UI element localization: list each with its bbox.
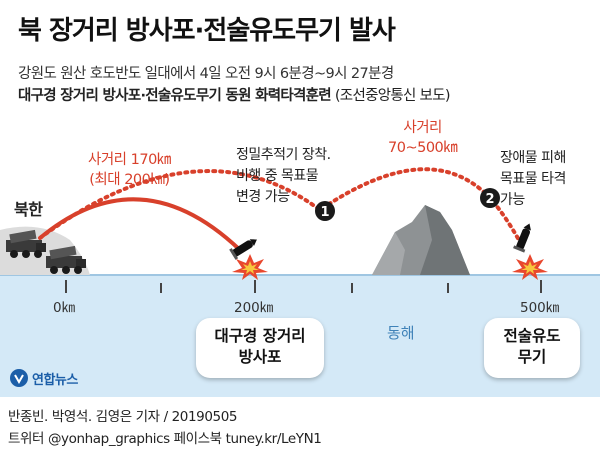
social-credit-line: 트위터 @yonhap_graphics 페이스북 tuney.kr/LeYN1 bbox=[8, 431, 322, 447]
weapon-box-rocket-launcher: 대구경 장거리 방사포 bbox=[196, 318, 324, 378]
marker-2-label: 2 bbox=[485, 192, 494, 207]
page-title: 북 장거리 방사포·전술유도무기 발사 bbox=[18, 16, 396, 46]
weapon-2-line1: 전술유도 bbox=[503, 327, 561, 345]
tick-label-500: 500㎞ bbox=[520, 300, 560, 316]
range-label-1: 사거리 170㎞ (최대 200㎞) bbox=[88, 150, 171, 190]
explosion-icon-1 bbox=[232, 254, 268, 280]
note-2-line1: 장애물 피해 bbox=[500, 150, 566, 166]
weapon-box-tactical-guided: 전술유도 무기 bbox=[484, 318, 580, 378]
note-2-line2: 목표물 타격 bbox=[500, 171, 566, 187]
launcher-truck-icon-2 bbox=[46, 245, 86, 274]
distance-axis bbox=[65, 280, 542, 293]
note-1-line2: 비행 중 목표물 bbox=[236, 168, 319, 184]
explosion-icon-2 bbox=[512, 254, 548, 280]
marker-2: 2 bbox=[480, 188, 500, 208]
weapon-1-line1: 대구경 장거리 bbox=[214, 327, 306, 345]
yonhap-logo-icon bbox=[10, 369, 28, 387]
tick-label-200: 200㎞ bbox=[234, 300, 274, 316]
credit-line: 반종빈. 박영석. 김영은 기자 / 20190505 bbox=[8, 409, 238, 425]
missile-icon-2 bbox=[513, 223, 531, 253]
note-1-line3: 변경 가능 bbox=[236, 189, 290, 205]
subtitle-exercise-main: 대구경 장거리 방사포·전술유도무기 동원 화력타격훈련 bbox=[18, 88, 332, 104]
range-2-line2: 70~500㎞ bbox=[388, 140, 458, 156]
note-1-line1: 정밀추적기 장착. bbox=[236, 147, 331, 163]
range-label-2: 사거리 70~500㎞ bbox=[388, 118, 458, 158]
tick-label-0: 0㎞ bbox=[53, 300, 76, 316]
range-1-line2: (최대 200㎞) bbox=[89, 172, 170, 188]
north-korea-label: 북한 bbox=[14, 200, 43, 219]
note-1: 정밀추적기 장착. 비행 중 목표물 변경 가능 bbox=[236, 145, 331, 208]
note-2: 장애물 피해 목표물 타격 가능 bbox=[500, 148, 566, 211]
subtitle-location-time: 강원도 원산 호도반도 일대에서 4일 오전 9시 6분경~9시 27분경 bbox=[18, 66, 394, 82]
marker-1: 1 bbox=[315, 201, 335, 221]
note-2-line3: 가능 bbox=[500, 192, 525, 208]
subtitle-exercise: 대구경 장거리 방사포·전술유도무기 동원 화력타격훈련 (조선중앙통신 보도) bbox=[18, 84, 450, 105]
launcher-truck-icon-1 bbox=[6, 229, 46, 258]
mountain-icon bbox=[372, 205, 470, 275]
sea-label: 동해 bbox=[387, 324, 415, 342]
weapon-2-line2: 무기 bbox=[517, 348, 547, 366]
marker-1-label: 1 bbox=[320, 205, 329, 220]
yonhap-logo: 연합뉴스 bbox=[30, 369, 78, 388]
logo-text: 연합뉴스 bbox=[32, 373, 78, 388]
missile-icon-1 bbox=[229, 239, 257, 260]
subtitle-source-note: (조선중앙통신 보도) bbox=[334, 88, 451, 104]
weapon-1-line2: 방사포 bbox=[238, 348, 282, 366]
range-1-line1: 사거리 170㎞ bbox=[88, 152, 171, 168]
range-2-line1: 사거리 bbox=[403, 120, 442, 136]
